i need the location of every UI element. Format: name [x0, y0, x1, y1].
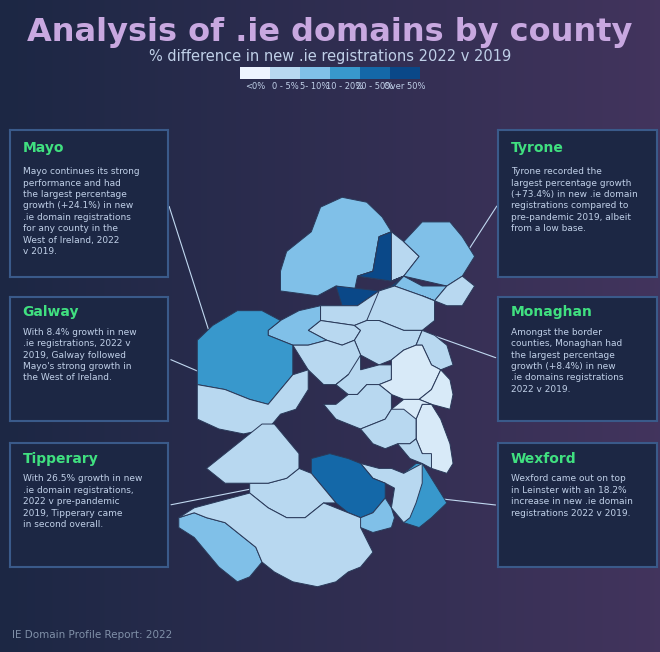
Polygon shape	[360, 464, 422, 523]
Polygon shape	[391, 400, 432, 444]
FancyBboxPatch shape	[270, 67, 300, 79]
FancyBboxPatch shape	[360, 67, 390, 79]
Polygon shape	[379, 345, 441, 400]
Text: <0%: <0%	[245, 82, 265, 91]
Polygon shape	[395, 276, 447, 301]
Polygon shape	[207, 424, 299, 483]
Text: 0 - 5%: 0 - 5%	[272, 82, 298, 91]
Polygon shape	[293, 340, 360, 385]
Text: % difference in new .ie registrations 2022 v 2019: % difference in new .ie registrations 20…	[149, 50, 511, 65]
Polygon shape	[268, 306, 327, 345]
Text: 10 - 20%: 10 - 20%	[327, 82, 364, 91]
Text: Mayo: Mayo	[22, 141, 64, 155]
Text: 20 - 50%: 20 - 50%	[356, 82, 393, 91]
FancyBboxPatch shape	[330, 67, 360, 79]
Text: Wexford: Wexford	[511, 452, 577, 466]
Polygon shape	[391, 464, 447, 527]
Polygon shape	[312, 454, 385, 518]
FancyBboxPatch shape	[300, 67, 330, 79]
Polygon shape	[197, 310, 293, 404]
Polygon shape	[197, 370, 308, 434]
Text: Galway: Galway	[22, 305, 79, 319]
Polygon shape	[358, 231, 419, 281]
Polygon shape	[348, 498, 395, 533]
Polygon shape	[323, 385, 391, 429]
Polygon shape	[360, 409, 416, 449]
Text: Wexford came out on top
in Leinster with an 18.2%
increase in new .ie domain
reg: Wexford came out on top in Leinster with…	[511, 475, 633, 518]
Polygon shape	[416, 404, 453, 473]
Text: Analysis of .ie domains by county: Analysis of .ie domains by county	[27, 16, 633, 48]
Polygon shape	[404, 222, 475, 286]
Polygon shape	[179, 493, 373, 587]
Polygon shape	[416, 331, 453, 370]
Polygon shape	[419, 370, 453, 409]
Text: With 8.4% growth in new
.ie registrations, 2022 v
2019, Galway followed
Mayo's s: With 8.4% growth in new .ie registration…	[22, 327, 136, 383]
Polygon shape	[249, 468, 336, 518]
Polygon shape	[321, 291, 379, 325]
Text: Tyrone recorded the
largest percentage growth
(+73.4%) in new .ie domain
registr: Tyrone recorded the largest percentage g…	[511, 167, 638, 233]
Text: Over 50%: Over 50%	[384, 82, 426, 91]
Text: Tyrone: Tyrone	[511, 141, 564, 155]
Polygon shape	[308, 321, 360, 345]
FancyBboxPatch shape	[240, 67, 270, 79]
FancyBboxPatch shape	[390, 67, 420, 79]
Polygon shape	[179, 512, 262, 582]
Polygon shape	[397, 439, 432, 468]
Text: With 26.5% growth in new
.ie domain registrations,
2022 v pre-pandemic
2019, Tip: With 26.5% growth in new .ie domain regi…	[22, 475, 142, 529]
Polygon shape	[280, 198, 391, 296]
Polygon shape	[336, 370, 367, 394]
Text: Amongst the border
counties, Monaghan had
the largest percentage
growth (+8.4%) : Amongst the border counties, Monaghan ha…	[511, 327, 624, 394]
Polygon shape	[354, 321, 422, 365]
Text: Tipperary: Tipperary	[22, 452, 98, 466]
Polygon shape	[367, 286, 434, 331]
Polygon shape	[336, 355, 391, 394]
Polygon shape	[336, 231, 404, 306]
Text: IE Domain Profile Report: 2022: IE Domain Profile Report: 2022	[12, 630, 172, 640]
Text: Mayo continues its strong
performance and had
the largest percentage
growth (+24: Mayo continues its strong performance an…	[22, 167, 139, 256]
Polygon shape	[422, 276, 475, 306]
Text: Monaghan: Monaghan	[511, 305, 593, 319]
Text: 5- 10%: 5- 10%	[300, 82, 330, 91]
